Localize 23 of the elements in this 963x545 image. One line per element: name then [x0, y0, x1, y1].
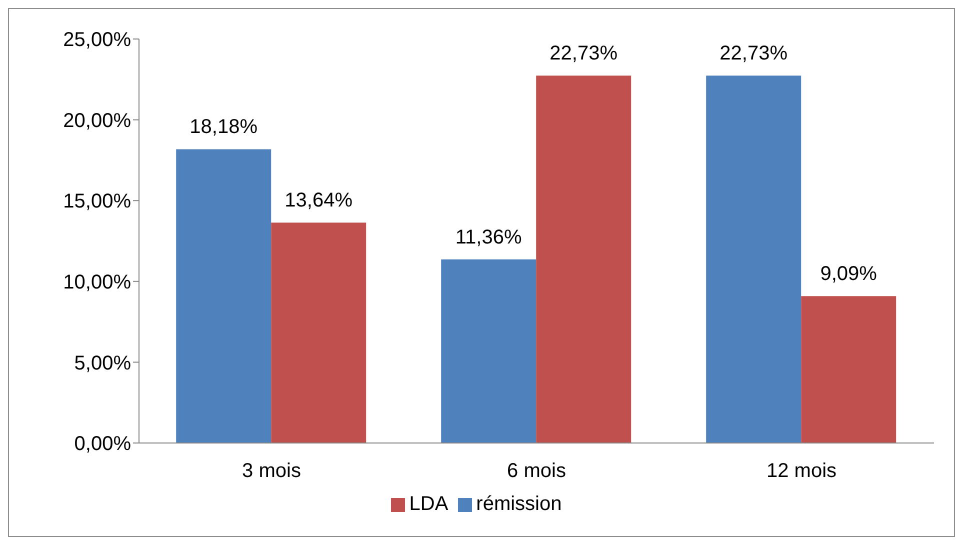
data-label: 22,73% [550, 42, 618, 65]
y-tick-label: 0,00% [74, 433, 132, 456]
bar [536, 76, 632, 443]
legend-label: LDA [409, 493, 448, 515]
bar [176, 149, 272, 443]
bar [441, 259, 536, 443]
y-tick-label: 15,00% [63, 190, 132, 213]
data-label: 11,36% [455, 226, 522, 248]
bar [801, 296, 896, 443]
data-label: 18,18% [190, 116, 258, 138]
x-tick-label: 6 mois [507, 460, 566, 482]
x-tick-label: 12 mois [766, 460, 837, 482]
legend-label: rémission [476, 493, 562, 515]
data-label: 13,64% [284, 190, 353, 212]
data-label: 9,09% [820, 263, 878, 286]
y-tick-label: 25,00% [63, 29, 132, 52]
bar [706, 76, 802, 443]
data-label: 22,73% [720, 42, 788, 65]
bar [271, 222, 366, 443]
x-tick-label: 3 mois [242, 460, 301, 482]
y-tick-label: 5,00% [74, 352, 132, 374]
y-tick-label: 10,00% [63, 272, 132, 294]
y-tick-label: 20,00% [63, 110, 132, 132]
